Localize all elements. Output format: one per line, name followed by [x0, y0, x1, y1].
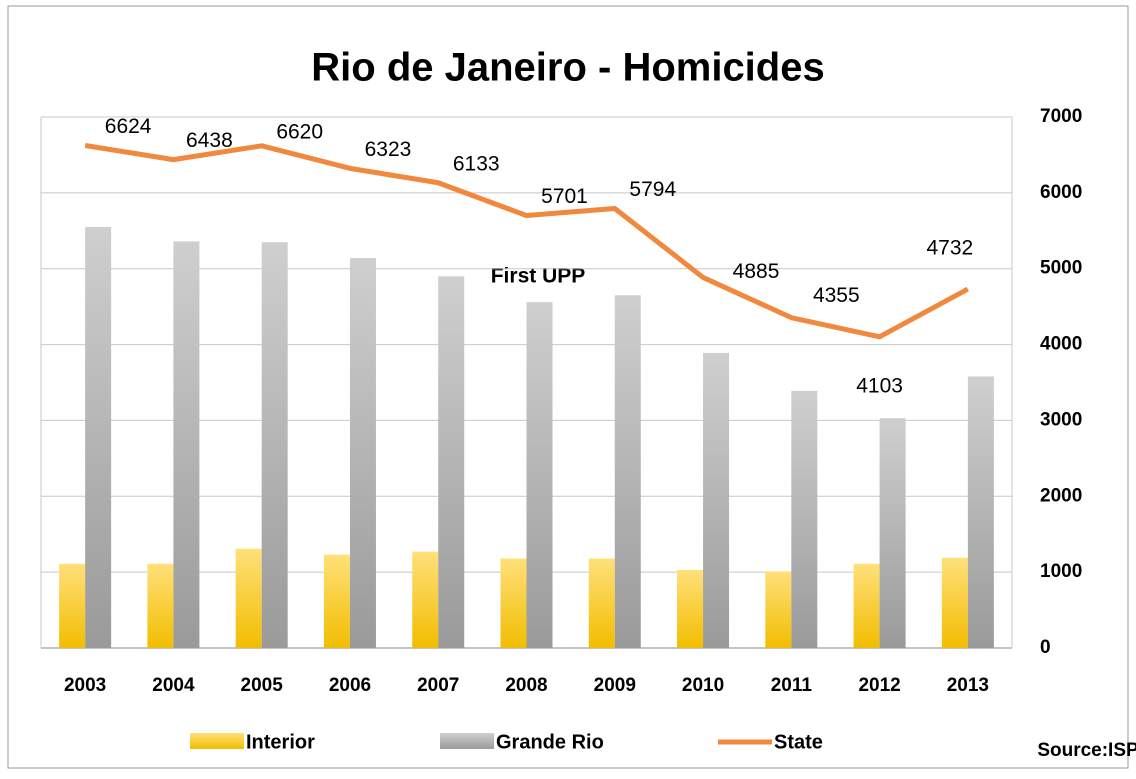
data-label: 4103 — [856, 374, 903, 397]
data-label: 4732 — [927, 237, 974, 260]
line — [84, 143, 970, 340]
bar — [261, 242, 288, 648]
bar — [500, 558, 527, 648]
y-tick-label: 3000 — [1040, 409, 1082, 430]
bar — [765, 571, 792, 648]
legend-swatch — [190, 733, 244, 749]
y-tick-label: 4000 — [1040, 334, 1082, 355]
x-tick-label: 2006 — [329, 675, 371, 696]
bar — [438, 276, 465, 648]
data-label: 5701 — [541, 185, 588, 208]
x-tick-label: 2013 — [947, 675, 989, 696]
bar — [614, 295, 641, 648]
legend-swatch — [440, 733, 494, 749]
bar — [85, 226, 112, 648]
bar — [323, 554, 350, 648]
y-tick-label: 0 — [1040, 637, 1051, 658]
bar — [703, 352, 730, 648]
x-tick-label: 2008 — [505, 675, 547, 696]
y-tick-label: 7000 — [1040, 106, 1082, 127]
bar — [349, 258, 376, 648]
x-tick-label: 2007 — [417, 675, 459, 696]
bar — [677, 569, 704, 648]
bar — [59, 563, 86, 648]
x-tick-label: 2012 — [858, 675, 900, 696]
x-tick-label: 2003 — [64, 675, 106, 696]
data-label: 6323 — [365, 138, 412, 161]
data-label: 5794 — [629, 178, 676, 201]
bar — [526, 302, 553, 648]
data-label: 6620 — [276, 120, 323, 143]
bar — [941, 557, 968, 648]
y-tick-label: 6000 — [1040, 182, 1082, 203]
x-tick-label: 2005 — [241, 675, 284, 696]
data-label: 6624 — [105, 115, 152, 138]
bar — [235, 548, 262, 648]
bar — [147, 563, 174, 648]
annotation: First UPP — [491, 265, 586, 288]
data-label: 6438 — [186, 129, 233, 152]
source: Source:ISP — [1037, 740, 1136, 761]
bar — [588, 558, 615, 648]
legend-label: State — [774, 731, 823, 753]
y-tick-label: 5000 — [1040, 258, 1082, 279]
data-label: 6133 — [453, 152, 500, 175]
bar — [879, 418, 906, 648]
chart-title: Rio de Janeiro - Homicides — [311, 46, 824, 90]
legend-label: Interior — [246, 731, 315, 753]
bar — [853, 563, 880, 648]
bar — [791, 390, 818, 648]
bar — [412, 551, 439, 648]
x-tick-label: 2004 — [152, 675, 195, 696]
data-label: 4885 — [733, 260, 780, 283]
y-tick-label: 2000 — [1040, 485, 1082, 506]
x-tick-label: 2009 — [594, 675, 636, 696]
legend-label: Grande Rio — [496, 731, 604, 753]
bar — [173, 241, 200, 649]
bar — [967, 376, 994, 648]
x-tick-label: 2011 — [771, 675, 813, 696]
data-label: 4355 — [813, 284, 860, 307]
y-tick-label: 1000 — [1040, 561, 1082, 582]
x-tick-label: 2010 — [682, 675, 724, 696]
